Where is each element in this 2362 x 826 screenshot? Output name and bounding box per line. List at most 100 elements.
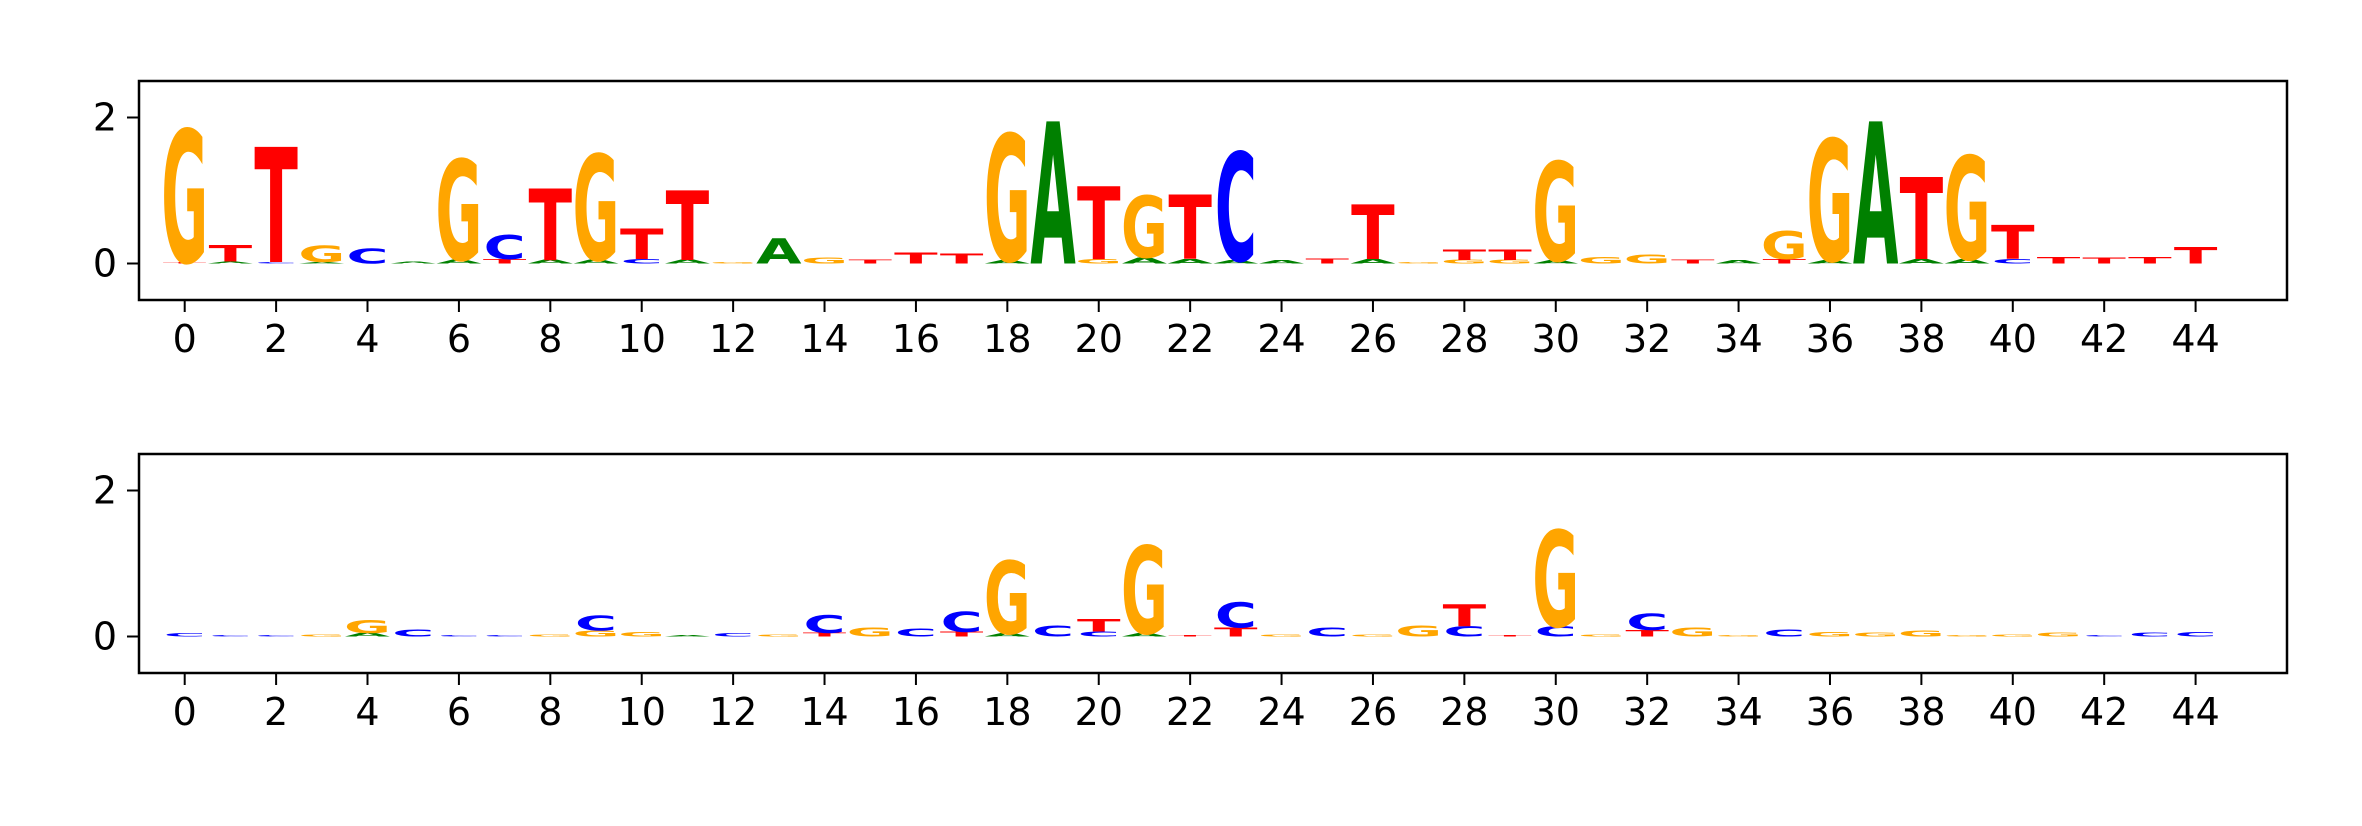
logo-panel-top: TG AT CT AG C A AG TC AT AG CT AT G A G T T T AG A GT AG AT AC A… (93, 79, 2289, 361)
logo-letter-C: C (2175, 631, 2217, 638)
x-tick-label: 18 (983, 317, 1031, 361)
x-tick-label: 36 (1806, 317, 1854, 361)
x-tick-label: 14 (800, 690, 848, 734)
logo-letter-T: T (848, 259, 892, 265)
y-tick-label: 0 (93, 615, 117, 659)
logo-letter-T: T (529, 169, 573, 284)
logo-letter-G: G (1441, 259, 1488, 265)
logo-letter-A: A (391, 261, 436, 265)
x-tick-label: 38 (1897, 317, 1945, 361)
x-tick-label: 2 (264, 317, 288, 361)
x-tick-label: 42 (2080, 317, 2128, 361)
logo-letter-G: G (2035, 632, 2082, 638)
logo-letter-A: A (1944, 258, 1990, 265)
x-tick-label: 6 (447, 690, 471, 734)
logo-letter-C: C (621, 258, 663, 265)
x-tick-label: 36 (1806, 690, 1854, 734)
logo-letter-A: A (208, 261, 253, 265)
logo-letter-G: G (1121, 524, 1168, 663)
x-tick-label: 30 (1532, 317, 1580, 361)
y-tick-label: 0 (93, 242, 117, 286)
logo-letter-T: T (666, 173, 710, 283)
logo-letter-T: T (2037, 255, 2081, 265)
x-tick-label: 14 (800, 317, 848, 361)
x-tick-label: 24 (1257, 690, 1305, 734)
x-tick-label: 20 (1075, 317, 1123, 361)
logo-letter-G: G (1258, 634, 1305, 638)
logo-letter-T: T (1077, 616, 1121, 636)
logo-letter-C: C (392, 627, 434, 639)
logo-letter-T: T (1214, 625, 1258, 639)
logo-letter-G: G (573, 126, 620, 294)
logo-letter-A: A (1716, 260, 1761, 265)
logo-letter-A: A (985, 260, 1030, 265)
x-tick-label: 30 (1532, 690, 1580, 734)
logo-letter-G: G (1852, 632, 1899, 638)
x-tick-label: 18 (983, 690, 1031, 734)
x-tick-label: 0 (173, 690, 197, 734)
logo-letter-T: T (1763, 258, 1807, 265)
x-tick-label: 34 (1714, 317, 1762, 361)
x-tick-label: 4 (355, 317, 379, 361)
logo-letter-T: T (1168, 635, 1212, 637)
x-tick-label: 20 (1075, 690, 1123, 734)
logo-letter-T: T (483, 258, 527, 265)
x-tick-label: 16 (892, 317, 940, 361)
logo-letter-G: G (1944, 128, 1991, 293)
logo-letter-G: G (1121, 180, 1168, 279)
x-tick-label: 38 (1897, 690, 1945, 734)
logo-letter-T: T (1671, 259, 1715, 265)
logo-letter-C: C (1443, 623, 1485, 639)
logo-letter-G: G (710, 262, 757, 264)
plot-frame (137, 79, 2289, 302)
y-tick-label: 2 (93, 96, 117, 140)
logo-letter-C: C (2129, 632, 2171, 638)
logo-letter-G: G (1761, 225, 1808, 269)
x-tick-label: 32 (1623, 690, 1671, 734)
logo-letter-T: T (1168, 179, 1212, 281)
logo-letter-C: C (804, 610, 846, 639)
logo-letter-C: C (484, 635, 526, 637)
logo-letter-G: G (435, 132, 482, 293)
logo-letter-A: A (1030, 82, 1075, 310)
logo-letter-T: T (1443, 599, 1487, 634)
logo-letter-G: G (527, 634, 574, 638)
logo-letter-G: G (755, 634, 802, 638)
logo-letter-A: A (345, 632, 392, 638)
x-tick-label: 12 (709, 317, 757, 361)
logo-letter-T: T (1900, 156, 1944, 286)
logo-letter-C: C (484, 229, 526, 267)
x-tick-label: 8 (538, 317, 562, 361)
logo-letter-T: T (803, 632, 847, 638)
logo-letter-T: T (620, 220, 664, 269)
logo-letter-G: G (847, 625, 894, 639)
logo-letter-G: G (1532, 504, 1579, 657)
logo-letter-C: C (1992, 258, 2034, 265)
logo-letter-C: C (712, 633, 754, 638)
logo-letter-G: G (1807, 107, 1854, 301)
logo-letter-G: G (1350, 634, 1397, 638)
logo-letter-G: G (573, 629, 620, 638)
logo-letter-G: G (1624, 252, 1671, 266)
x-tick-label: 4 (355, 690, 379, 734)
logo-letter-T: T (940, 630, 984, 638)
x-tick-label: 40 (1989, 690, 2037, 734)
logo-letter-A: A (1853, 82, 1898, 310)
logo-letter-G: G (801, 256, 848, 265)
logo-letter-C: C (438, 635, 480, 637)
logo-letter-G: G (1487, 259, 1534, 265)
logo-panel-bottom: C C C G AG C C C GGC G A C G TC G C TC AG C CT AG T TC G C GG CTT C… (93, 452, 2289, 734)
logo-letter-C: C (1078, 630, 1120, 638)
x-tick-label: 32 (1623, 317, 1671, 361)
x-tick-label: 8 (538, 690, 562, 734)
x-tick-label: 2 (264, 690, 288, 734)
logo-letter-G: G (984, 99, 1031, 302)
logo-letter-A: A (528, 259, 575, 265)
y-tick-label: 2 (93, 469, 117, 513)
logo-letter-A: A (1167, 258, 1213, 265)
logo-letter-C: C (1215, 596, 1257, 637)
logo-letter-C: C (1306, 625, 1348, 639)
logo-letter-G: G (1715, 635, 1762, 637)
logo-letter-A: A (1213, 260, 1258, 265)
